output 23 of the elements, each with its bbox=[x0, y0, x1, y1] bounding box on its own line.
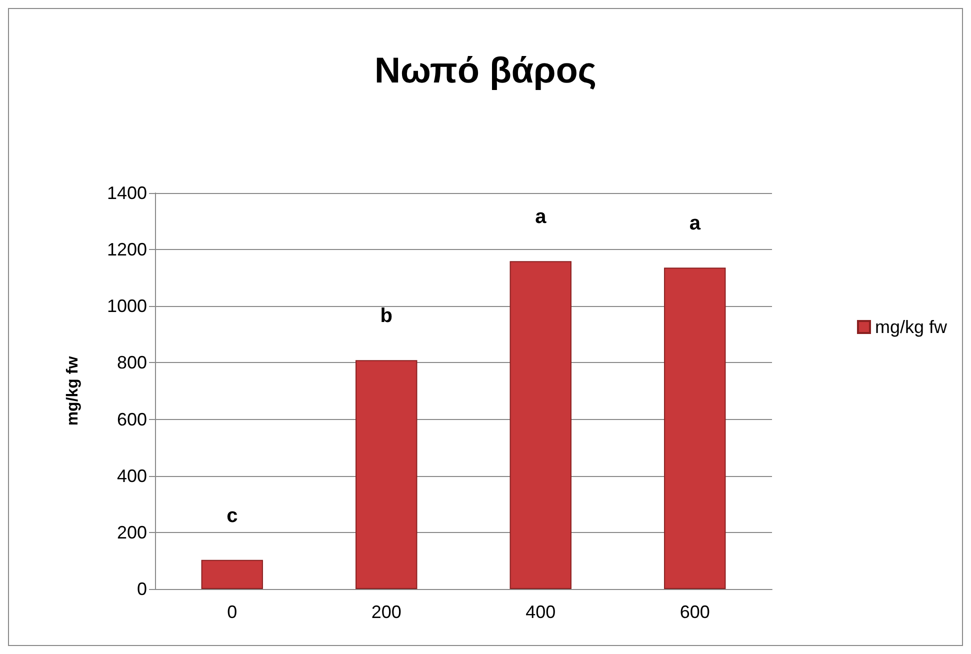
bar bbox=[664, 268, 726, 589]
data-label: a bbox=[535, 206, 548, 228]
x-tick-label: 0 bbox=[227, 602, 238, 622]
y-tick-label: 1400 bbox=[106, 183, 147, 203]
y-tick-label: 800 bbox=[116, 352, 147, 373]
y-tick-label: 600 bbox=[116, 409, 147, 430]
chart-title: Νωπό βάρος bbox=[374, 50, 597, 90]
data-label: c bbox=[226, 504, 238, 527]
y-axis-title: mg/kg fw bbox=[64, 356, 82, 426]
data-label: b bbox=[380, 305, 392, 328]
x-tick-label: 400 bbox=[526, 602, 556, 622]
y-tick-label: 400 bbox=[116, 466, 147, 486]
y-tick-label: 200 bbox=[116, 522, 147, 542]
data-label: a bbox=[689, 212, 702, 235]
y-tick-label: 0 bbox=[136, 579, 147, 599]
y-tick-label: 1000 bbox=[106, 296, 147, 316]
bar bbox=[356, 360, 418, 589]
x-tick-label: 200 bbox=[371, 602, 402, 622]
bar bbox=[510, 261, 572, 589]
legend-label: mg/kg fw bbox=[874, 317, 948, 337]
bar bbox=[201, 560, 263, 589]
y-tick-label: 1200 bbox=[106, 240, 147, 260]
x-tick-label: 600 bbox=[680, 602, 710, 622]
